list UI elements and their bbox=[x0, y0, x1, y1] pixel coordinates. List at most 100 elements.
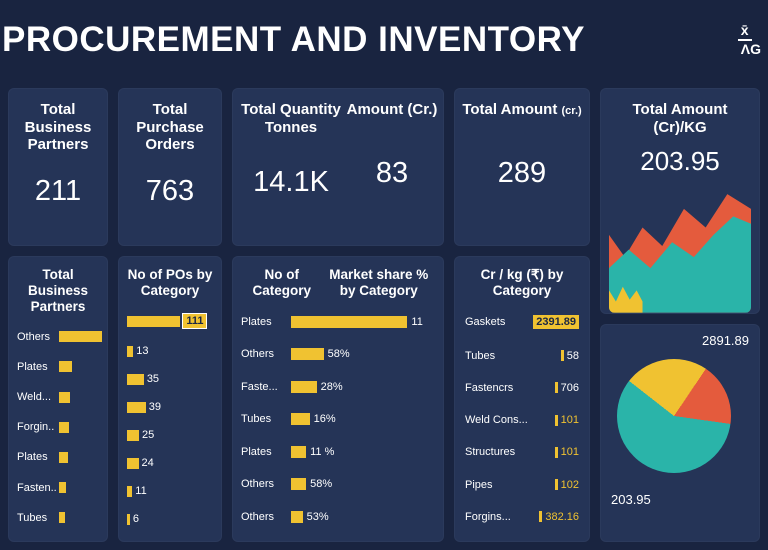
bar-rows: 111 13 35 39 bbox=[127, 305, 213, 533]
bar-row: Tubes bbox=[17, 512, 99, 524]
mini-bar bbox=[554, 479, 558, 491]
kpi-quantity-and-amount: Total Quantity Tonnes 14.1K Amount (Cr.)… bbox=[232, 88, 444, 246]
row-value-group: 101 bbox=[554, 414, 579, 426]
bar-row: Others 58% bbox=[241, 348, 435, 361]
row-label: Weld Cons... bbox=[465, 414, 528, 427]
row-value-group: 2391.89 bbox=[533, 315, 579, 330]
bar-value: 58% bbox=[327, 348, 350, 361]
row-value-group: 706 bbox=[554, 381, 579, 394]
dashboard-body: Total Business Partners 211 Total Purcha… bbox=[0, 80, 768, 550]
bar bbox=[127, 513, 130, 525]
bar bbox=[291, 315, 408, 328]
pie-chart bbox=[617, 359, 731, 473]
kpi-title: Total Quantity Tonnes bbox=[241, 101, 341, 136]
bar bbox=[59, 421, 69, 433]
page-title: PROCUREMENT AND INVENTORY bbox=[2, 20, 585, 59]
kpi-value: 14.1K bbox=[253, 166, 329, 199]
kpi-total-amount-per-kg: Total Amount (Cr)/KG 203.95 bbox=[600, 88, 760, 314]
bar-row: 24 bbox=[127, 457, 213, 469]
row-value-group: 382.16 bbox=[539, 511, 579, 523]
bar-row: Plates 11 bbox=[241, 315, 435, 328]
kpi-value: 211 bbox=[34, 175, 82, 208]
bar-label: Others bbox=[241, 348, 275, 361]
bar bbox=[127, 315, 181, 327]
chart-business-partners-by-category: Total Business Partners Others Plates We… bbox=[8, 256, 108, 542]
bar bbox=[127, 373, 144, 385]
bar bbox=[291, 413, 310, 426]
value-row: Tubes 58 bbox=[463, 350, 581, 362]
bar-value-callout: 111 bbox=[182, 313, 208, 330]
chart-title-row: No of Category Market share % by Categor… bbox=[241, 267, 435, 299]
row-value: 706 bbox=[560, 381, 579, 394]
bar-value: 13 bbox=[136, 345, 149, 358]
row-label: Tubes bbox=[465, 349, 496, 362]
chart-category-market-share: No of Category Market share % by Categor… bbox=[232, 256, 444, 542]
bar bbox=[59, 331, 102, 343]
bar-row: Plates bbox=[17, 451, 99, 463]
row-value-group: 102 bbox=[554, 479, 579, 491]
row-value-group: 101 bbox=[554, 446, 579, 459]
mini-bar bbox=[560, 350, 564, 362]
bar-value: 11 % bbox=[310, 445, 335, 458]
bar-value: 25 bbox=[142, 429, 155, 442]
row-label: Gaskets bbox=[465, 316, 506, 329]
bar bbox=[291, 380, 317, 393]
mini-bar bbox=[554, 446, 558, 458]
bar-value: 58% bbox=[310, 478, 333, 491]
bar-row: 25 bbox=[127, 429, 213, 441]
kpi-total-business-partners: Total Business Partners 211 bbox=[8, 88, 108, 246]
bar bbox=[291, 445, 307, 458]
kpi-title-suffix: (cr.) bbox=[561, 105, 582, 117]
bar-row: Tubes 16% bbox=[241, 413, 435, 426]
kpi-value: 83 bbox=[375, 157, 409, 190]
bar-row: 13 bbox=[127, 345, 213, 357]
bar-value: 11 bbox=[411, 315, 423, 328]
row-value-group: 58 bbox=[560, 350, 579, 362]
kpi-value: 203.95 bbox=[640, 146, 720, 177]
bar-label: Others bbox=[17, 330, 51, 343]
logo-icon: x̄ ΛG bbox=[737, 23, 764, 57]
bar-rows: Plates 11 Others 58% Faste... 28% bbox=[241, 305, 435, 533]
kpi-title: Total Business Partners bbox=[24, 101, 92, 154]
kpi-title: Total Amount (cr.) bbox=[459, 101, 585, 119]
right-column: Total Amount (Cr)/KG 203.95 2891.89 203.… bbox=[600, 88, 760, 542]
pie-value-label-bottom: 203.95 bbox=[611, 492, 651, 507]
bar bbox=[59, 391, 71, 403]
bar-row: Forgin.. bbox=[17, 421, 99, 433]
area-series-yellow bbox=[609, 287, 643, 313]
value-row: Forgins... 382.16 bbox=[463, 511, 581, 523]
kpi-amount-cr: Amount (Cr.) 83 bbox=[345, 101, 439, 235]
bar-value: 6 bbox=[132, 513, 139, 526]
bar-rows: Others Plates Weld... Forgin.. bbox=[17, 322, 102, 533]
pie-chart-card: 2891.89 203.95 bbox=[600, 324, 760, 542]
area-series-teal bbox=[609, 216, 751, 313]
area-chart bbox=[609, 194, 751, 313]
bar-label: Fasten.. bbox=[17, 481, 57, 494]
logo-line-2: ΛG bbox=[740, 41, 761, 57]
header: PROCUREMENT AND INVENTORY x̄ ΛG bbox=[0, 0, 768, 80]
bar-row: Others 53% bbox=[241, 510, 435, 523]
kpi-total-purchase-orders: Total Purchase Orders 763 bbox=[118, 88, 222, 246]
bar-value: 39 bbox=[148, 401, 161, 414]
row-label: Fastencrs bbox=[465, 381, 514, 394]
bar-label: Plates bbox=[241, 445, 272, 458]
mini-bar bbox=[554, 414, 558, 426]
bar-row: Fasten.. bbox=[17, 482, 99, 494]
chart-pos-by-category: No of POs by Category 111 13 35 bbox=[118, 256, 222, 542]
bar-value: 24 bbox=[141, 457, 154, 470]
kpi-title: Total Amount (Cr)/KG bbox=[632, 101, 728, 136]
bar bbox=[59, 451, 68, 463]
row-value: 101 bbox=[560, 446, 579, 459]
bar-row: Faste... 28% bbox=[241, 380, 435, 393]
bar bbox=[291, 510, 303, 523]
bar-label: Tubes bbox=[241, 413, 272, 426]
bar bbox=[127, 457, 139, 469]
bar-label: Others bbox=[241, 510, 275, 523]
bar-row: 11 bbox=[127, 485, 213, 497]
mini-bar bbox=[554, 382, 558, 394]
bar-label: Weld... bbox=[17, 391, 52, 404]
mini-bar bbox=[539, 511, 543, 523]
bar-label: Faste... bbox=[241, 380, 278, 393]
chart-cr-per-kg-by-category: Cr / kg (₹) by Category Gaskets 2391.89 … bbox=[454, 256, 590, 542]
